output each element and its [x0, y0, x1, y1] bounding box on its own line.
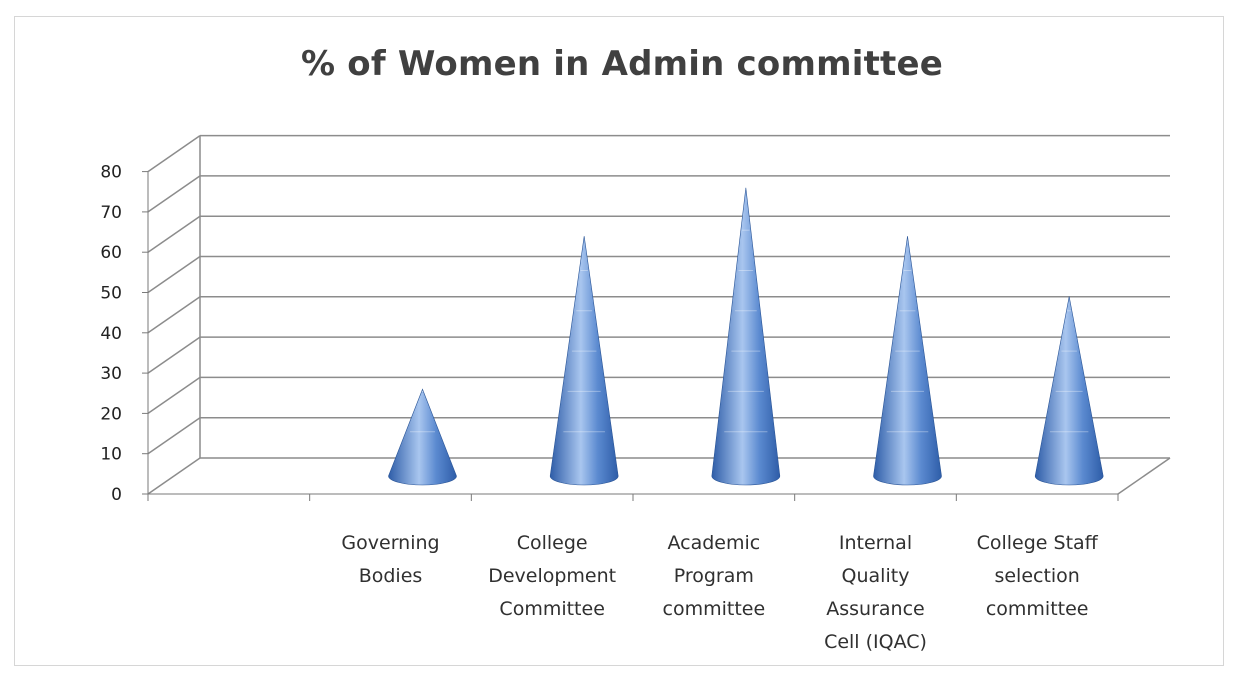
cone-1 [388, 388, 457, 486]
gridline-60 [147, 215, 1170, 253]
y-tick-label: 80 [100, 163, 122, 183]
x-category-label-line: selection [994, 565, 1079, 587]
x-category-label-2: College Development Committee [488, 532, 616, 620]
gridline-side [147, 134, 201, 173]
gridline-50 [147, 255, 1170, 294]
gridline-80 [147, 134, 1170, 173]
x-category-label-4: Internal Quality Assurance Cell (IQAC) [824, 532, 927, 653]
x-category-label-line: Assurance [826, 598, 924, 620]
gridline-side [147, 175, 201, 213]
floor-right-edge [1117, 457, 1171, 495]
cones [388, 187, 1104, 486]
y-tick-label: 30 [100, 364, 122, 384]
cone-body [873, 236, 942, 486]
gridline-side [147, 417, 201, 455]
cone-body [549, 236, 619, 486]
gridline-side [147, 296, 201, 334]
chart-title: % of Women in Admin committee [301, 44, 943, 84]
cone-body [711, 187, 781, 486]
x-category-label-line: Cell (IQAC) [824, 631, 927, 653]
x-category-label-line: committee [986, 598, 1089, 620]
x-category-label-line: Governing [341, 532, 439, 554]
y-tick-labels: 0 10 20 30 40 50 60 70 80 [100, 163, 122, 505]
y-tick-label: 40 [100, 324, 122, 344]
x-category-label-line: College [517, 532, 588, 554]
chart-frame [14, 16, 1224, 666]
gridline-20 [147, 376, 1170, 415]
cone-2 [549, 236, 619, 486]
gridline-10 [147, 416, 1170, 455]
y-tick-label: 50 [100, 284, 122, 304]
gridline-40 [147, 296, 1170, 334]
gridline-side [147, 376, 201, 415]
x-category-label-line: College Staff [977, 532, 1099, 554]
cone-4 [873, 236, 942, 486]
x-category-labels: Governing Bodies College Development Committ… [341, 532, 1098, 653]
x-category-label-line: Committee [499, 598, 604, 620]
x-category-label-line: Internal [839, 532, 912, 554]
x-category-label-line: committee [663, 598, 766, 620]
x-category-label-5: College Staff selection committee [977, 532, 1099, 620]
cone-5 [1034, 296, 1104, 486]
y-tick-label: 0 [111, 485, 122, 505]
y-tick-label: 70 [100, 203, 122, 223]
gridline-side [147, 336, 201, 374]
cone-body [1034, 296, 1104, 486]
x-category-label-1: Governing Bodies [341, 532, 439, 587]
cone-3 [711, 187, 781, 486]
x-category-label-line: Program [674, 565, 754, 587]
gridline-30 [147, 336, 1170, 374]
x-category-label-line: Bodies [359, 565, 423, 587]
x-category-label-3: Academic Program committee [663, 532, 766, 620]
gridline-70 [147, 175, 1170, 213]
axes [142, 135, 1171, 501]
gridline-side [147, 457, 201, 495]
y-tick-label: 20 [100, 404, 122, 424]
gridlines [147, 134, 1170, 495]
cone-body [388, 388, 457, 486]
y-tick-label: 10 [100, 445, 122, 465]
x-category-label-line: Development [488, 565, 616, 587]
y-tick-label: 60 [100, 243, 122, 263]
x-category-label-line: Quality [842, 565, 910, 587]
x-category-label-line: Academic [667, 532, 760, 554]
gridline-side [147, 215, 201, 253]
gridline-0 [147, 457, 1170, 495]
gridline-side [147, 255, 201, 294]
